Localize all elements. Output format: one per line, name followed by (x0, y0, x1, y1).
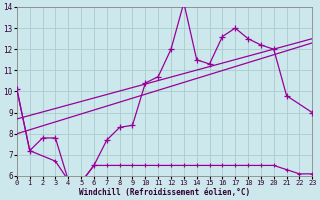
X-axis label: Windchill (Refroidissement éolien,°C): Windchill (Refroidissement éolien,°C) (79, 188, 250, 197)
